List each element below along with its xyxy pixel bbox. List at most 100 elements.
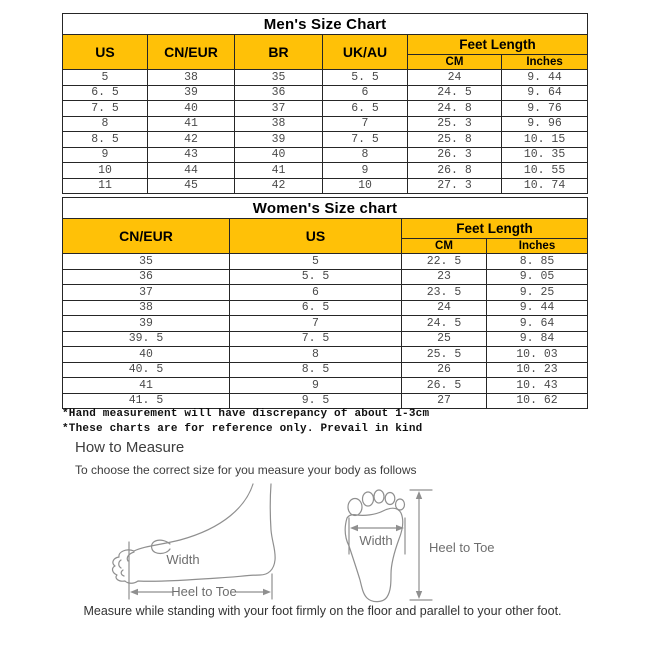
table-row: 8. 5 42 39 7. 5 25. 8 10. 15 (62, 131, 589, 148)
how-to-measure-section: How to Measure To choose the correct siz… (75, 439, 417, 477)
column-header-us: US (229, 218, 402, 254)
table-cell: 8. 5 (62, 131, 148, 148)
table-cell: 41 (147, 115, 235, 132)
width-label: Width (359, 533, 392, 548)
table-cell: 9. 05 (486, 268, 588, 285)
heel-to-toe-label: Heel to Toe (429, 540, 495, 555)
women-table-title: Women's Size chart (62, 197, 588, 219)
table-cell: 8. 85 (486, 253, 588, 270)
table-cell: 10. 15 (500, 131, 589, 148)
table-cell: 8 (322, 146, 408, 163)
table-cell: 40 (147, 100, 235, 117)
men-table-header-row: US CN/EUR BR UK/AU Feet Length (62, 34, 589, 70)
table-cell: 9. 64 (486, 315, 588, 332)
arrow-right-icon (263, 588, 271, 596)
heel-to-toe-label: Heel to Toe (171, 584, 237, 599)
table-cell: 36 (234, 84, 323, 101)
table-cell: 6 (322, 84, 408, 101)
how-to-measure-subtitle: To choose the correct size for you measu… (75, 463, 417, 477)
table-cell: 39 (234, 131, 323, 148)
size-tables: Men's Size Chart US CN/EUR BR UK/AU Feet… (61, 13, 589, 409)
table-cell: 41. 5 (62, 392, 230, 409)
table-row: 36 5. 5 23 9. 05 (62, 268, 588, 285)
table-row: 10 44 41 9 26. 8 10. 55 (62, 162, 589, 179)
table-cell: 38 (62, 299, 230, 316)
table-cell: 7 (229, 315, 402, 332)
table-cell: 36 (62, 268, 230, 285)
table-row: 7. 5 40 37 6. 5 24. 8 9. 76 (62, 100, 589, 117)
table-cell: 10. 35 (500, 146, 589, 163)
table-cell: 8 (62, 115, 148, 132)
table-cell: 24. 8 (407, 100, 502, 117)
table-cell: 40 (234, 146, 323, 163)
table-cell: 9. 44 (486, 299, 588, 316)
foot-measurement-diagram: Width Heel to Toe Width (111, 483, 495, 603)
column-header-cn-eur: CN/EUR (147, 34, 235, 70)
arrow-down-icon (415, 591, 423, 599)
table-cell: 25. 8 (407, 131, 502, 148)
how-to-measure-heading: How to Measure (75, 439, 185, 456)
table-cell: 11 (62, 177, 148, 194)
arrow-up-icon (415, 491, 423, 499)
side-foot-outline (111, 483, 276, 584)
arrow-right-icon (396, 524, 404, 532)
table-cell: 40 (62, 346, 230, 363)
table-cell: 24 (401, 299, 487, 316)
note-line: *Hand measurement will have discrepancy … (62, 408, 430, 420)
sole-foot-diagram: Width Heel to Toe (344, 489, 495, 603)
side-foot-instep-loop (150, 539, 171, 555)
table-cell: 5. 5 (229, 268, 402, 285)
table-row: 41. 5 9. 5 27 10. 62 (62, 392, 588, 409)
side-foot-toe-lines (118, 551, 135, 577)
men-table-title: Men's Size Chart (61, 13, 589, 35)
table-cell: 37 (62, 284, 230, 301)
table-row: 39. 5 7. 5 25 9. 84 (62, 330, 588, 347)
table-cell: 25 (401, 330, 487, 347)
table-cell: 41 (234, 162, 323, 179)
table-cell: 42 (234, 177, 323, 194)
arrow-left-icon (350, 524, 358, 532)
column-header-feet-length: Feet Length (401, 218, 588, 239)
table-cell: 5 (229, 253, 402, 270)
table-cell: 27. 3 (407, 177, 502, 194)
table-cell: 9. 84 (486, 330, 588, 347)
sole-outline (344, 507, 404, 603)
table-cell: 39. 5 (62, 330, 230, 347)
table-cell: 25. 5 (401, 346, 487, 363)
table-cell: 35 (62, 253, 230, 270)
table-cell: 44 (147, 162, 235, 179)
table-cell: 10 (322, 177, 408, 194)
table-cell: 9 (62, 146, 148, 163)
table-cell: 6. 5 (62, 84, 148, 101)
table-cell: 6. 5 (229, 299, 402, 316)
side-foot-diagram: Width Heel to Toe (111, 483, 276, 600)
column-header-cm: CM (407, 54, 502, 70)
toe (384, 491, 396, 506)
table-cell: 10. 62 (486, 392, 588, 409)
table-cell: 42 (147, 131, 235, 148)
table-cell: 35 (234, 69, 323, 86)
table-cell: 7. 5 (322, 131, 408, 148)
table-row: 11 45 42 10 27. 3 10. 74 (62, 177, 589, 194)
table-cell: 9. 76 (500, 100, 589, 117)
table-cell: 39 (147, 84, 235, 101)
table-cell: 41 (62, 377, 230, 394)
table-cell: 38 (147, 69, 235, 86)
table-row: 40. 5 8. 5 26 10. 23 (62, 361, 588, 378)
table-cell: 43 (147, 146, 235, 163)
table-cell: 45 (147, 177, 235, 194)
table-cell: 26 (401, 361, 487, 378)
table-cell: 5. 5 (322, 69, 408, 86)
table-cell: 27 (401, 392, 487, 409)
table-cell: 40. 5 (62, 361, 230, 378)
measurement-caption: Measure while standing with your foot fi… (83, 604, 562, 618)
big-toe (347, 497, 363, 517)
table-cell: 23. 5 (401, 284, 487, 301)
table-cell: 6 (229, 284, 402, 301)
women-table-header-row: CN/EUR US Feet Length (62, 218, 588, 254)
women-table-title-row: Women's Size chart (62, 197, 588, 219)
table-cell: 10. 43 (486, 377, 588, 394)
table-cell: 6. 5 (322, 100, 408, 117)
table-cell: 9 (322, 162, 408, 179)
